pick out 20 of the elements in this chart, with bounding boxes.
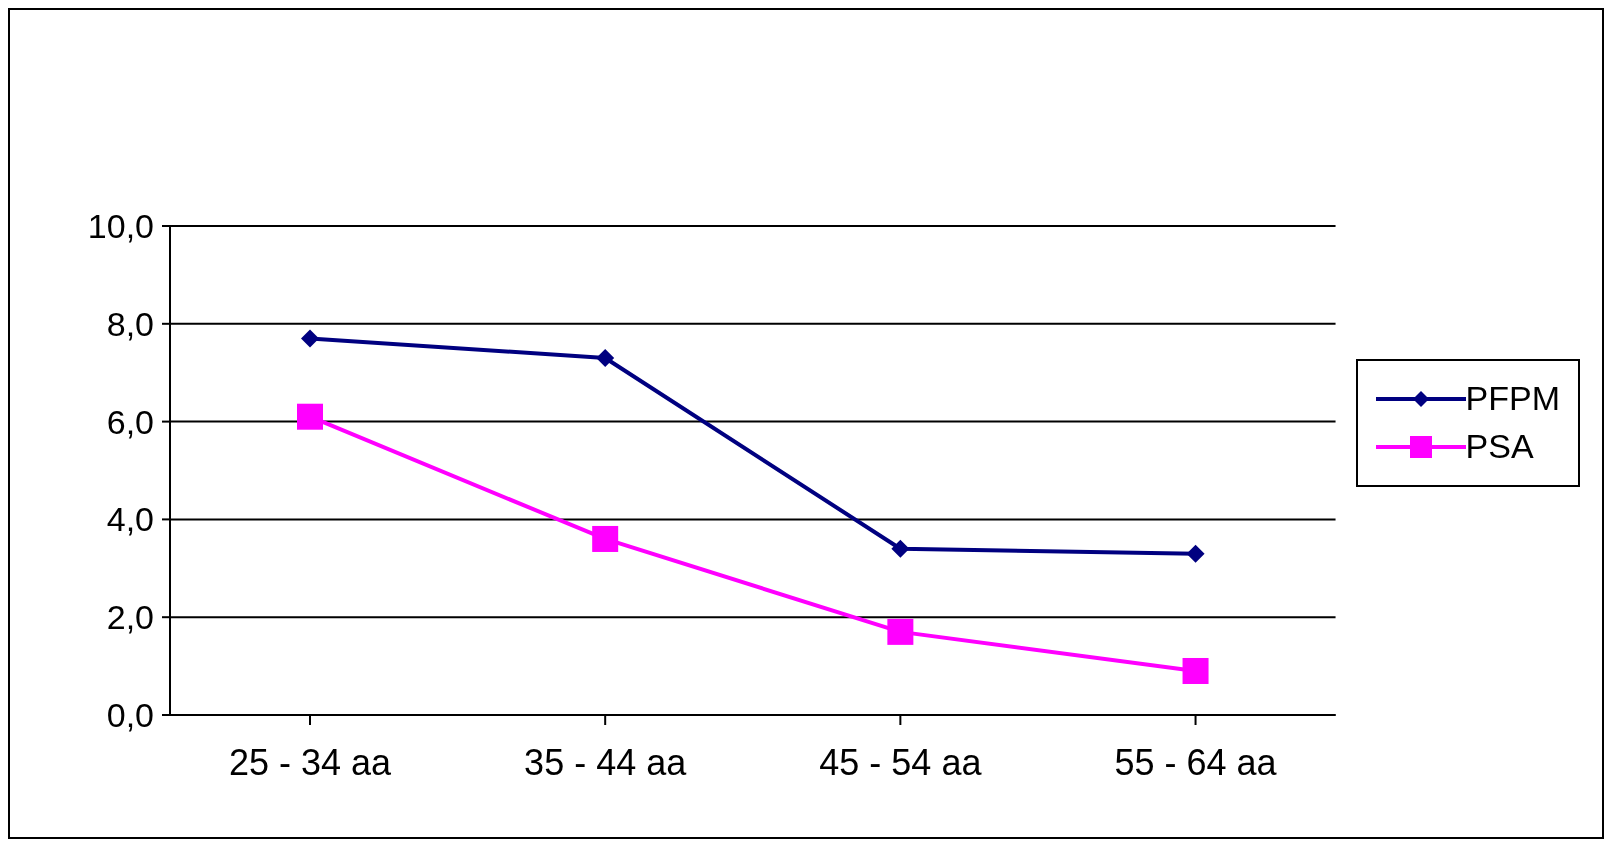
x-tick-label: 45 - 54 aa: [819, 741, 983, 783]
point: [887, 618, 914, 645]
legend-label: PSA: [1465, 427, 1534, 466]
x-tick-label: 55 - 64 aa: [1114, 741, 1278, 783]
y-tick-label: 4,0: [106, 500, 154, 539]
y-tick-label: 6,0: [106, 402, 154, 441]
y-tick-label: 0,0: [106, 696, 154, 735]
point: [297, 403, 323, 430]
y-tick-label: 10,0: [87, 207, 154, 246]
point: [596, 349, 615, 368]
legend-label: PFPM: [1465, 379, 1560, 418]
y-tick-label: 2,0: [106, 598, 154, 637]
point: [592, 525, 619, 552]
point: [301, 329, 319, 348]
point: [1182, 657, 1209, 684]
point: [891, 539, 910, 558]
x-tick-label: 25 - 34 aa: [228, 741, 393, 783]
x-tick-label: 35 - 44 aa: [524, 741, 688, 783]
y-tick-label: 8,0: [106, 304, 154, 343]
point: [1186, 544, 1205, 563]
